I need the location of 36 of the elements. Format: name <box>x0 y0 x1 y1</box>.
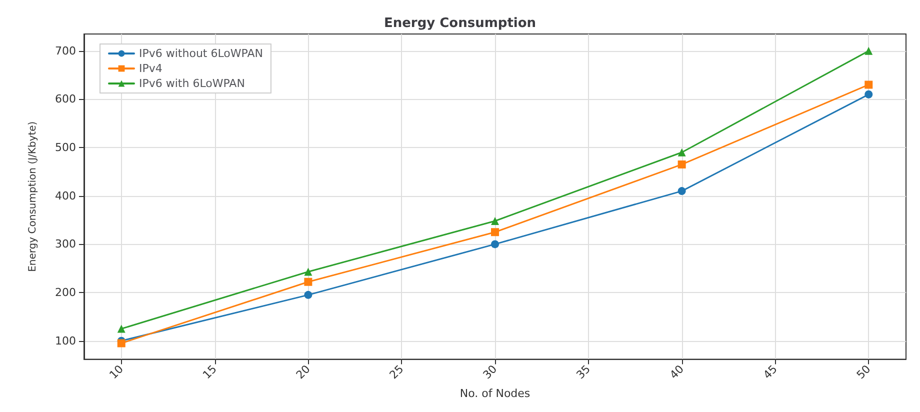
point <box>678 187 686 196</box>
legend-label: IPv6 without 6LoWPAN <box>139 47 263 60</box>
point <box>304 278 312 286</box>
x-tick-label: 40 <box>667 362 686 382</box>
y-tick-label: 100 <box>55 334 76 348</box>
x-tick-label: 25 <box>387 362 406 382</box>
point <box>117 324 126 333</box>
point <box>304 268 312 276</box>
point <box>864 90 873 98</box>
chart-title: Energy Consumption <box>384 16 536 31</box>
x-tick-label: 20 <box>294 362 313 382</box>
y-tick-label: 400 <box>55 189 76 202</box>
point <box>864 46 873 55</box>
point <box>117 339 126 348</box>
legend-label: IPv6 with 6LoWPAN <box>139 77 245 90</box>
x-tick-label: 10 <box>106 362 126 382</box>
x-tick-label: 15 <box>200 362 220 382</box>
point <box>304 290 312 299</box>
x-tick-label: 50 <box>854 362 874 382</box>
x-tick-label: 35 <box>574 362 594 382</box>
x-tick-label: 45 <box>760 362 780 382</box>
point <box>491 217 499 225</box>
point <box>491 240 499 248</box>
y-tick-label: 200 <box>55 286 76 300</box>
y-tick-label: 700 <box>55 44 76 58</box>
point <box>678 160 686 168</box>
y-tick-label: 300 <box>55 238 76 251</box>
x-tick-label: 30 <box>480 362 500 382</box>
y-axis-title: Energy Consumption (J/Kbyte) <box>28 121 38 272</box>
point <box>678 148 686 156</box>
legend-label: IPv4 <box>139 62 162 75</box>
x-axis-title: No. of Nodes <box>460 387 530 400</box>
point <box>864 80 873 89</box>
y-tick-label: 500 <box>55 141 76 154</box>
y-tick-label: 600 <box>55 92 76 106</box>
point <box>491 228 499 236</box>
